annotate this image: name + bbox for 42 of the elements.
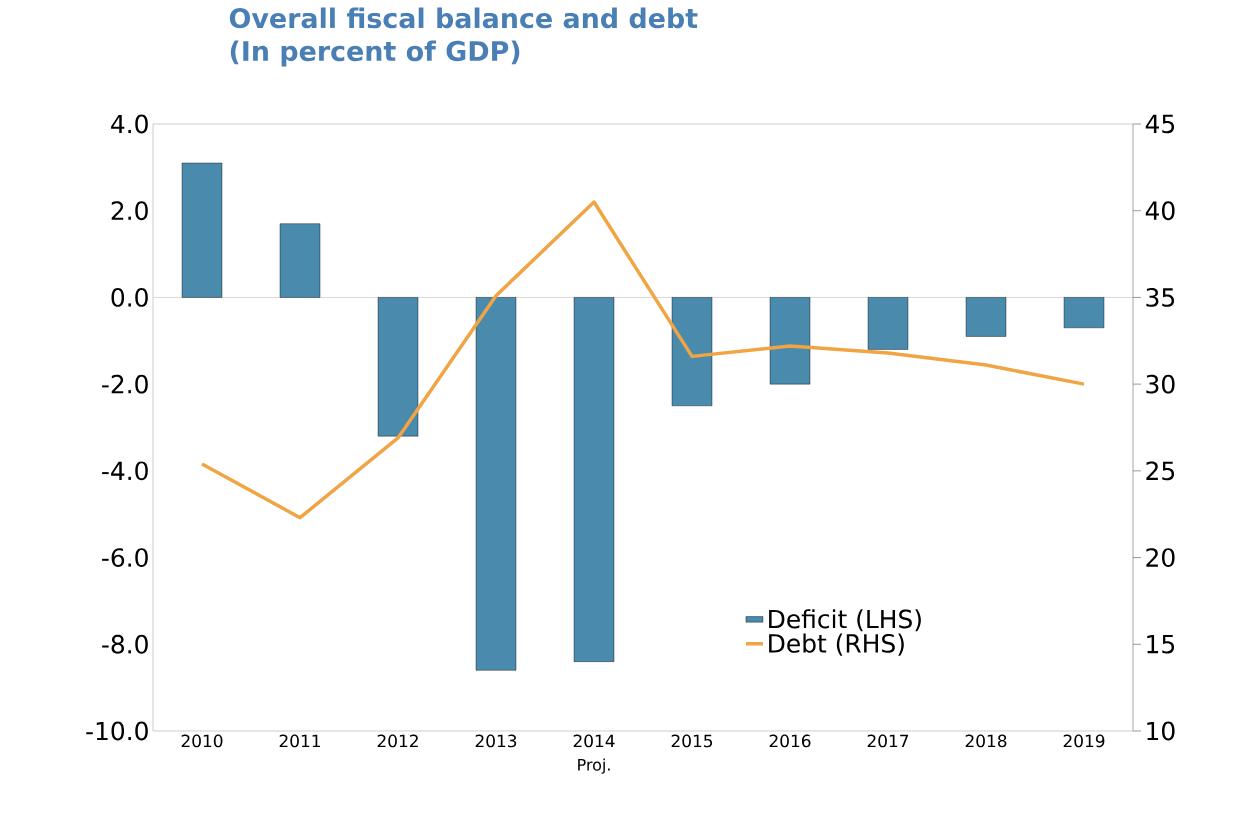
- x-tick-label: 2011: [279, 734, 320, 748]
- y-tick-label: 2.0: [111, 201, 148, 221]
- legend-label: Debt (RHS): [769, 633, 904, 656]
- bar: [769, 297, 811, 385]
- bar: [377, 297, 419, 437]
- x-tick-label: 2018: [965, 734, 1007, 748]
- bar: [965, 297, 1007, 337]
- bar: [181, 162, 223, 298]
- bar: [573, 297, 615, 662]
- y2-tick-label: 10: [1147, 721, 1175, 741]
- y-tick-label: -6.0: [102, 548, 148, 567]
- bar: [867, 297, 909, 350]
- x-tick-label: 2017: [867, 734, 909, 748]
- y2-tick-label: 45: [1145, 114, 1175, 134]
- x-tick-label: 2019: [1063, 734, 1105, 748]
- y2-tick-label: 30: [1146, 374, 1175, 394]
- y-tick-label: -4.0: [102, 461, 148, 481]
- chart-title: Overall fiscal balance and debt: [229, 7, 698, 29]
- x-tick-label: 2014: [573, 734, 615, 748]
- y2-tick-label: 40: [1145, 201, 1175, 221]
- bar: [475, 297, 517, 671]
- y-tick-label: -8.0: [102, 634, 148, 654]
- y2-tick-label: 20: [1146, 548, 1175, 567]
- y-tick-label: 4.0: [111, 114, 148, 134]
- y-tick-label: 0.0: [111, 288, 148, 307]
- bar: [279, 223, 321, 298]
- x-tick-label: 2015: [671, 734, 713, 748]
- y2-tick-label: 15: [1147, 635, 1175, 654]
- y-tick-label: -2.0: [102, 374, 148, 394]
- y2-tick-label: 35: [1146, 288, 1175, 307]
- bar: [1063, 297, 1105, 328]
- x-tick-label: 2012: [377, 734, 418, 748]
- x-tick-label: 2010: [181, 734, 223, 748]
- y2-tick-label: 25: [1146, 461, 1175, 481]
- chart-subtitle: (In percent of GDP): [230, 40, 520, 67]
- text: Proj.: [578, 758, 610, 774]
- x-tick-label: 2013: [475, 734, 517, 748]
- y-tick-label: -10.0: [86, 721, 148, 741]
- x-tick-label: 2016: [769, 734, 811, 748]
- bar: [671, 297, 713, 407]
- line-series: [200, 200, 1086, 520]
- legend-label: Deficit (LHS): [769, 609, 921, 632]
